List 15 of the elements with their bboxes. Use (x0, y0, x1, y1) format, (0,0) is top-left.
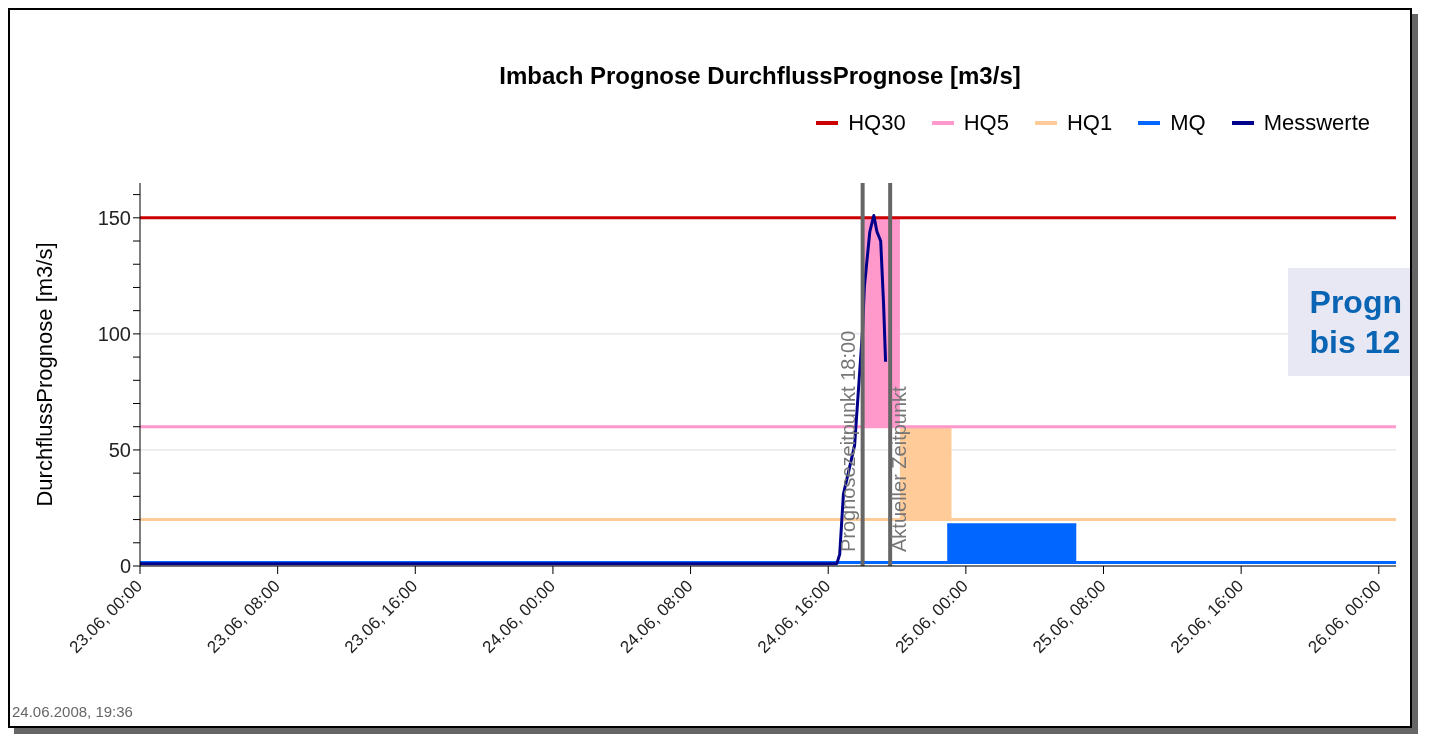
y-axis-title: DurchflussPrognose [m3/s] (31, 242, 57, 507)
chart-title: Imbach Prognose DurchflussPrognose [m3/s] (498, 62, 1022, 90)
legend-label: HQ5 (963, 110, 1009, 136)
ref-line-label: Prognosezeitpunkt 18:00 (836, 330, 859, 552)
annotation: Progn bis 12 (1287, 268, 1410, 376)
y-tick-label: 150 (97, 206, 131, 229)
text: 24.06.2008, 19:36 (12, 703, 133, 720)
ref-line-label: Aktueller Zeitpunkt (888, 385, 911, 552)
legend-label: Messwerte (1263, 110, 1370, 136)
legend-label: MQ (1170, 110, 1206, 136)
y-tick-label: 0 (119, 555, 131, 578)
y-tick-label: 50 (108, 439, 131, 462)
legend-label: HQ1 (1066, 110, 1113, 136)
y-tick-label: 100 (97, 322, 131, 345)
legend-label: HQ30 (848, 110, 906, 136)
